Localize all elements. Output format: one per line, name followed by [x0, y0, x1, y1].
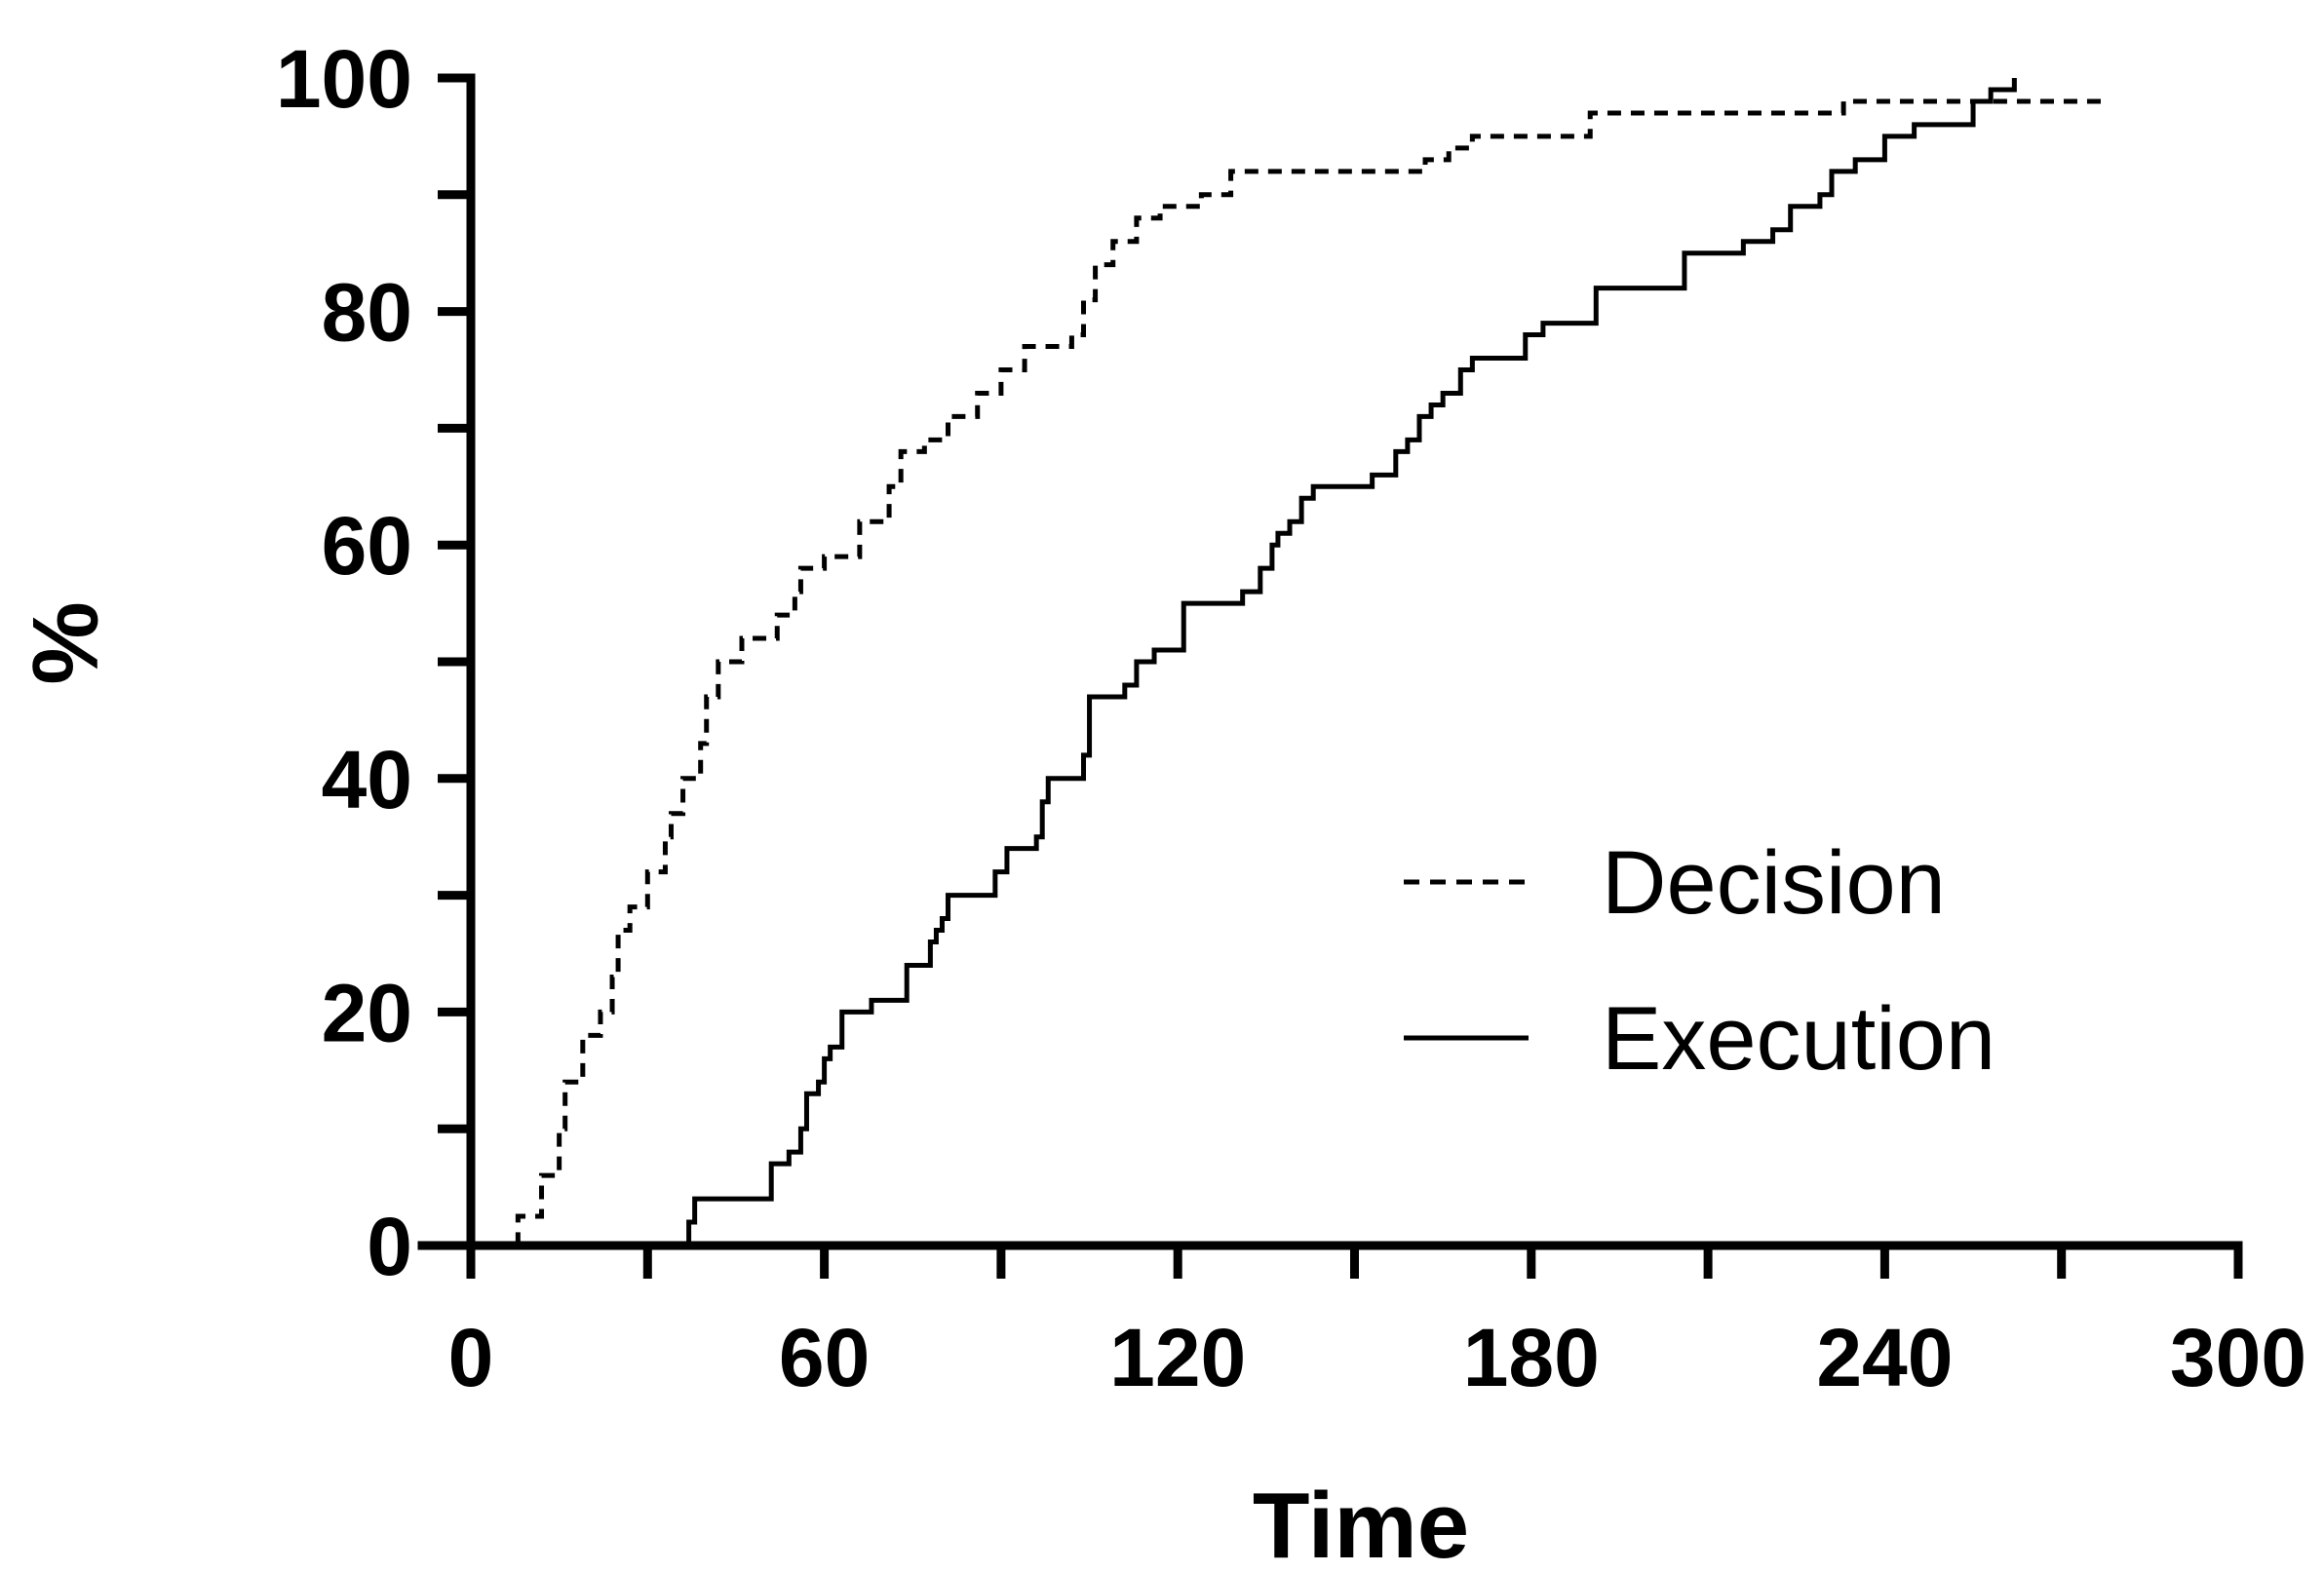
x-tick-label: 180: [1463, 1312, 1600, 1403]
x-axis-title: Time: [1253, 1474, 1469, 1572]
y-tick-label: 40: [322, 734, 412, 825]
y-tick-label: 80: [322, 267, 412, 359]
legend-label-execution: Execution: [1602, 989, 1995, 1089]
x-tick-label: 0: [448, 1312, 494, 1403]
series-layer: [471, 78, 2103, 1248]
y-tick-label: 100: [276, 33, 412, 125]
legend-label-decision: Decision: [1602, 833, 1946, 933]
series-execution-line: [471, 78, 2017, 1248]
series-decision-line: [471, 98, 2103, 1248]
y-tick-label: 60: [322, 500, 412, 592]
axes: 0 60 120 180 240 300 0 20 40 60 80 100: [276, 33, 2306, 1403]
x-tick-label: 60: [779, 1312, 870, 1403]
x-tick-label: 240: [1816, 1312, 1953, 1403]
x-tick-label: 300: [2170, 1312, 2306, 1403]
legend: Decision Execution: [1404, 833, 1995, 1089]
y-tick-label: 0: [367, 1201, 412, 1292]
x-tick-label: 120: [1109, 1312, 1246, 1403]
y-tick-label: 20: [322, 967, 412, 1058]
y-axis-title: %: [14, 601, 118, 684]
